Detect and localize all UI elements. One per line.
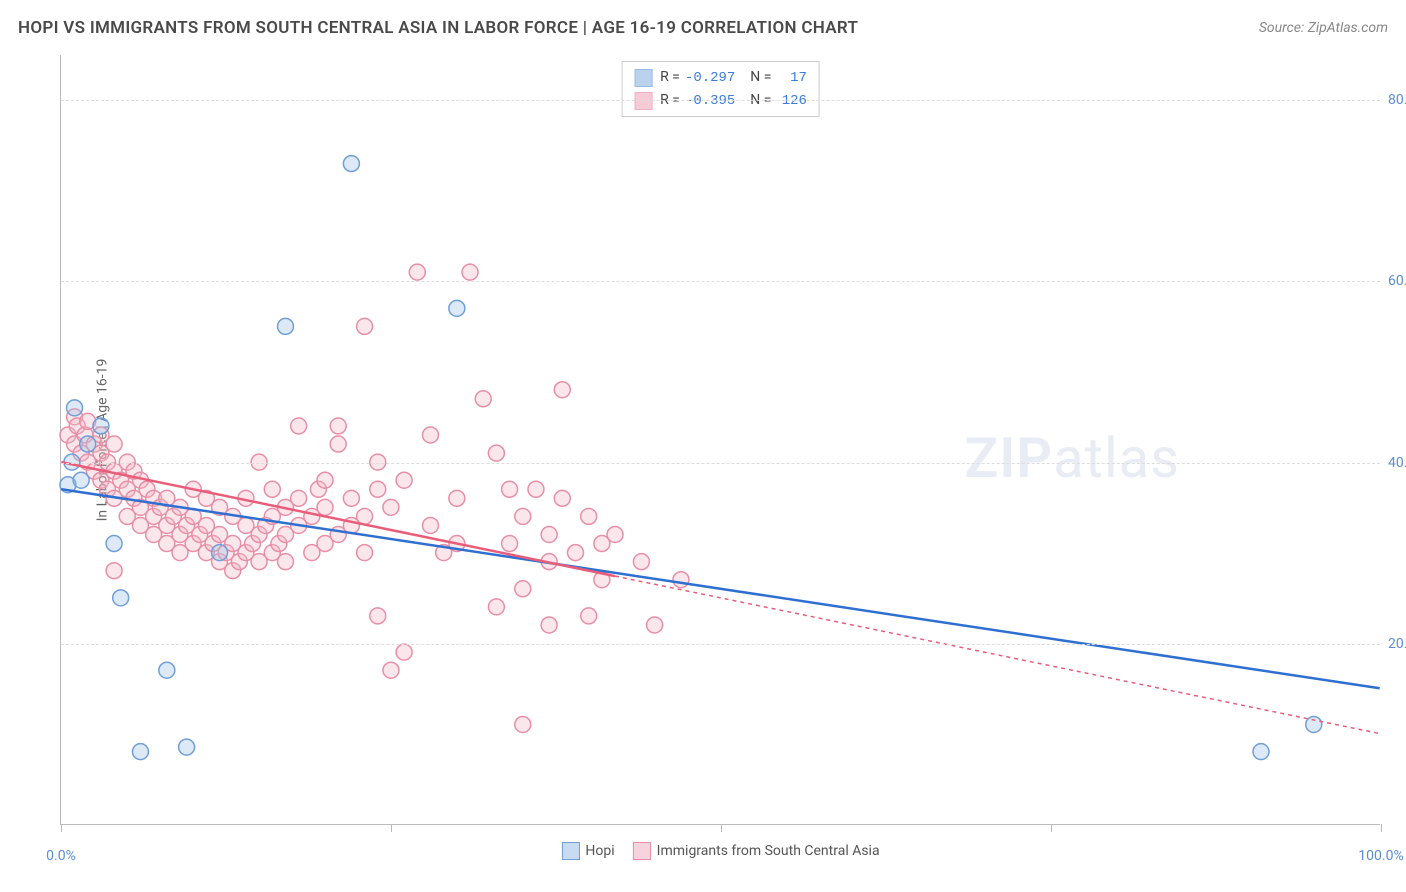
gridline — [61, 463, 1380, 464]
data-point — [106, 563, 122, 579]
data-point — [396, 472, 412, 488]
data-point — [370, 608, 386, 624]
data-point — [607, 527, 623, 543]
data-point — [383, 499, 399, 515]
y-tick-label: 40.0% — [1388, 455, 1406, 471]
legend-series-item: Hopi — [561, 842, 614, 860]
data-point — [449, 300, 465, 316]
data-point — [106, 536, 122, 552]
data-point — [673, 572, 689, 588]
y-tick-label: 80.0% — [1388, 92, 1406, 108]
data-point — [647, 617, 663, 633]
data-point — [277, 554, 293, 570]
data-point — [515, 508, 531, 524]
data-point — [357, 318, 373, 334]
data-point — [422, 427, 438, 443]
data-point — [554, 382, 570, 398]
data-point — [357, 508, 373, 524]
data-point — [291, 418, 307, 434]
data-point — [449, 490, 465, 506]
data-point — [370, 481, 386, 497]
x-tick — [1051, 824, 1052, 832]
x-tick-label: 0.0% — [46, 848, 76, 864]
data-point — [475, 391, 491, 407]
legend-swatch — [634, 69, 652, 87]
legend-correlation-row: R = -0.297 N = 17 — [634, 66, 807, 89]
data-point — [113, 590, 129, 606]
data-point — [317, 472, 333, 488]
regression-line — [61, 489, 1379, 688]
data-point — [67, 400, 83, 416]
data-point — [409, 264, 425, 280]
data-point — [330, 436, 346, 452]
data-point — [462, 264, 478, 280]
legend-r: R = -0.297 — [660, 66, 735, 89]
data-point — [291, 490, 307, 506]
plot-area: In Labor Force | Age 16-19 ZIPatlas R = … — [60, 55, 1380, 825]
data-point — [1253, 744, 1269, 760]
x-tick — [721, 824, 722, 832]
data-point — [73, 472, 89, 488]
data-point — [567, 545, 583, 561]
chart-svg — [61, 55, 1380, 824]
x-tick — [391, 824, 392, 832]
x-tick — [1381, 824, 1382, 832]
data-point — [264, 481, 280, 497]
data-point — [488, 599, 504, 615]
data-point — [633, 554, 649, 570]
x-tick — [61, 824, 62, 832]
data-point — [581, 608, 597, 624]
source-label: Source: ZipAtlas.com — [1259, 20, 1388, 36]
legend-swatch — [561, 842, 579, 860]
data-point — [132, 744, 148, 760]
legend-series: Hopi Immigrants from South Central Asia — [561, 842, 879, 860]
x-tick-label: 100.0% — [1358, 848, 1403, 864]
data-point — [317, 499, 333, 515]
data-point — [106, 436, 122, 452]
data-point — [357, 545, 373, 561]
data-point — [1306, 716, 1322, 732]
data-point — [515, 581, 531, 597]
legend-series-item: Immigrants from South Central Asia — [633, 842, 880, 860]
data-point — [396, 644, 412, 660]
data-point — [422, 517, 438, 533]
data-point — [581, 508, 597, 524]
data-point — [488, 445, 504, 461]
data-point — [343, 490, 359, 506]
data-point — [277, 318, 293, 334]
data-point — [179, 739, 195, 755]
data-point — [159, 662, 175, 678]
data-point — [541, 527, 557, 543]
data-point — [93, 418, 109, 434]
gridline — [61, 100, 1380, 101]
y-tick-label: 60.0% — [1388, 273, 1406, 289]
data-point — [343, 156, 359, 172]
gridline — [61, 281, 1380, 282]
data-point — [80, 436, 96, 452]
data-point — [383, 662, 399, 678]
data-point — [502, 536, 518, 552]
regression-line-extrapolated — [615, 576, 1380, 733]
chart-title: HOPI VS IMMIGRANTS FROM SOUTH CENTRAL AS… — [18, 18, 858, 38]
data-point — [554, 490, 570, 506]
data-point — [541, 617, 557, 633]
y-tick-label: 20.0% — [1388, 636, 1406, 652]
data-point — [528, 481, 544, 497]
legend-series-label: Immigrants from South Central Asia — [657, 843, 880, 859]
data-point — [515, 716, 531, 732]
legend-correlation: R = -0.297 N = 17R = -0.395 N = 126 — [621, 61, 820, 117]
legend-n: N = 17 — [743, 66, 807, 89]
legend-swatch — [633, 842, 651, 860]
gridline — [61, 644, 1380, 645]
legend-series-label: Hopi — [585, 843, 614, 859]
data-point — [330, 418, 346, 434]
data-point — [502, 481, 518, 497]
data-point — [212, 545, 228, 561]
